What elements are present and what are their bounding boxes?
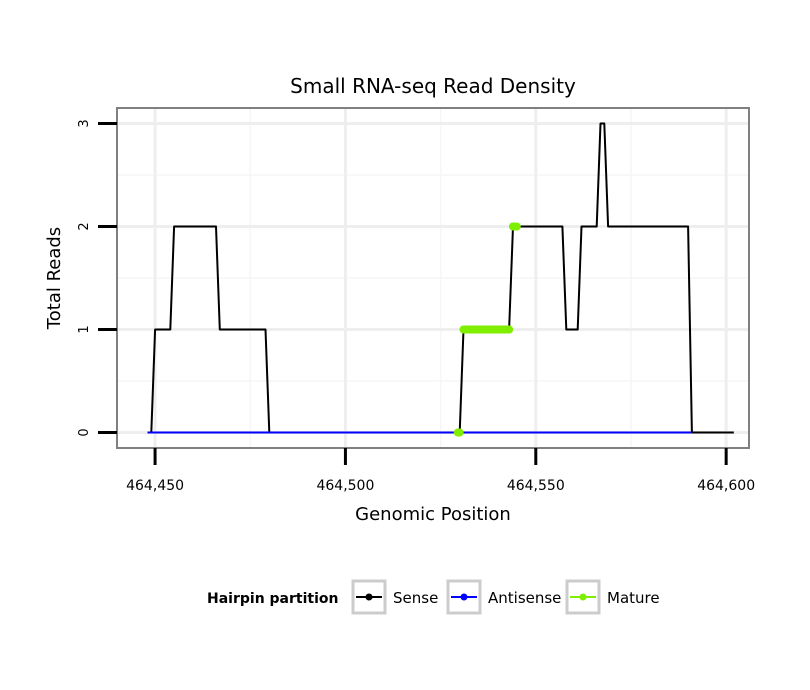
legend-item-sense: Sense [351,579,438,615]
legend-title: Hairpin partition [207,591,338,607]
plot-border [116,107,750,449]
x-axis-label: Genomic Position [355,504,511,525]
y-tick-label-2: 2 [77,222,92,230]
legend-dot-mature [579,593,587,601]
x-tick-label-464450: 464,450 [126,478,184,494]
x-tick-label-464550: 464,550 [507,478,565,494]
y-axis: 0 1 2 3 [77,119,117,437]
legend-label-antisense: Antisense [488,589,561,607]
legend-item-antisense: Antisense [446,579,561,615]
series-sense-line [147,122,734,434]
y-tick-label-3: 3 [77,119,92,127]
x-tick-label-464500: 464,500 [316,478,374,494]
y-tick-label-0: 0 [77,428,92,436]
chart-title: Small RNA-seq Read Density [290,74,576,98]
y-axis-label: Total Reads [44,227,65,330]
legend-dot-sense [365,593,373,601]
legend: Hairpin partition Sense Antisense Mature [207,579,660,615]
series-layer [147,122,734,437]
y-tick-label-1: 1 [77,325,92,333]
legend-item-mature: Mature [565,579,660,615]
x-tick-label-464600: 464,600 [697,478,755,494]
legend-label-mature: Mature [607,589,660,607]
legend-dot-antisense [460,593,468,601]
x-axis: 464,450 464,500 464,550 464,600 [126,448,755,494]
legend-label-sense: Sense [393,589,438,607]
